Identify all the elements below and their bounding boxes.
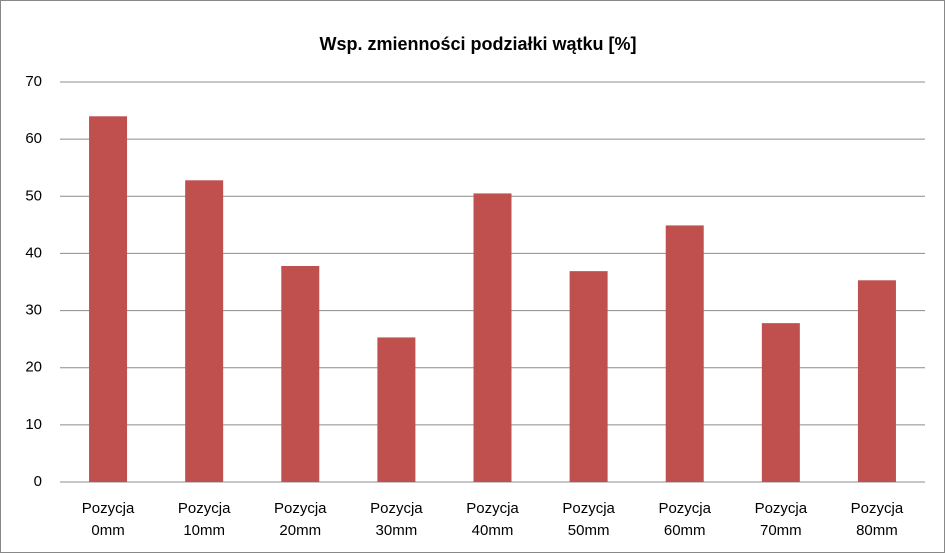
bar (377, 337, 416, 482)
bar (761, 323, 800, 482)
y-tick-label: 70 (25, 73, 42, 90)
bar (665, 225, 704, 482)
bar (569, 271, 608, 482)
x-tick-label: Pozycja 20mm (274, 500, 327, 539)
y-tick-label: 0 (34, 473, 42, 490)
bar (281, 266, 320, 482)
x-tick-label: Pozycja 10mm (178, 500, 231, 539)
x-tick-label: Pozycja 30mm (370, 500, 423, 539)
y-tick-label: 10 (25, 416, 42, 433)
x-tick-label: Pozycja 50mm (562, 500, 615, 539)
x-tick-label: Pozycja 0mm (82, 500, 135, 539)
y-tick-label: 50 (25, 187, 42, 204)
y-tick-label: 20 (25, 359, 42, 376)
x-tick-label: Pozycja 40mm (466, 500, 519, 539)
x-tick-label: Pozycja 80mm (851, 500, 904, 539)
x-tick-label: Pozycja 70mm (755, 500, 808, 539)
bar (185, 180, 224, 483)
y-tick-label: 30 (25, 302, 42, 319)
y-tick-label: 40 (25, 244, 42, 261)
chart-title: Wsp. zmienności podziałki wątku [%] (319, 34, 636, 54)
bar (857, 280, 896, 482)
y-tick-label: 60 (25, 130, 42, 147)
bar (89, 116, 128, 483)
x-tick-label: Pozycja 60mm (658, 500, 711, 539)
bar (473, 193, 512, 482)
